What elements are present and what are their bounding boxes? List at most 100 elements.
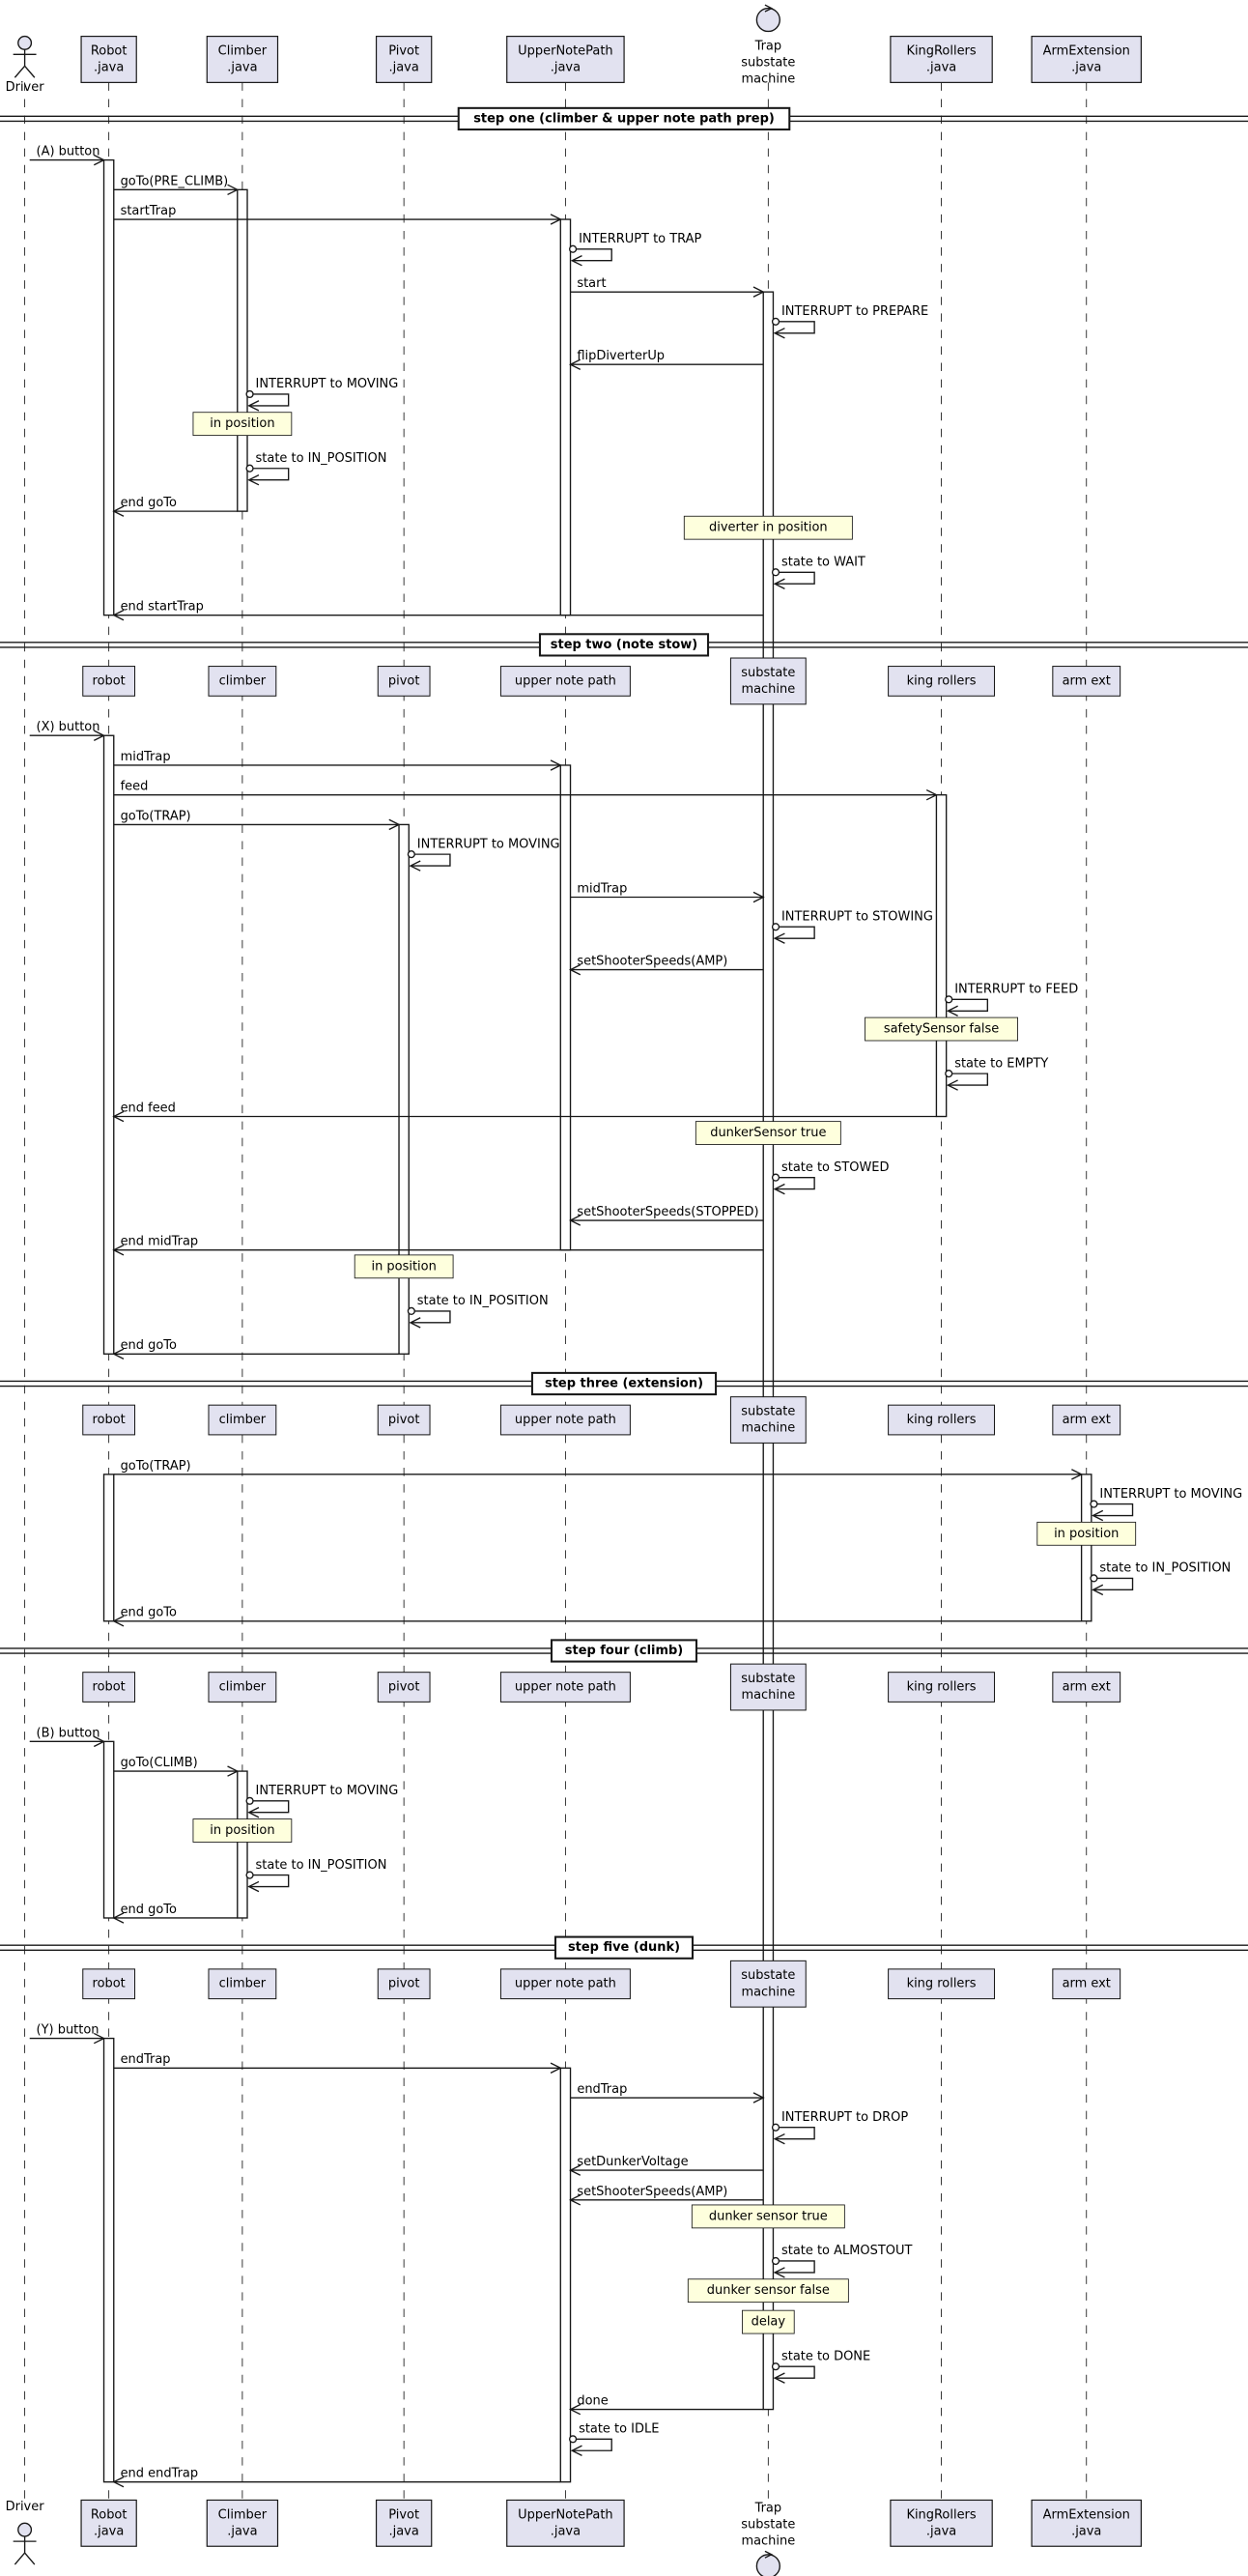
message-label: end feed — [121, 1101, 176, 1115]
message-label: (B) button — [37, 1726, 100, 1740]
arrow-head — [93, 1735, 106, 1748]
message-label: (X) button — [37, 720, 100, 734]
header-label: substate — [741, 1968, 795, 1983]
arrow-head — [247, 473, 260, 486]
self-arrow — [1092, 1577, 1134, 1591]
section-title: step four (climb) — [565, 1644, 683, 1658]
participant-label: .java — [94, 2524, 124, 2538]
participant-label: Driver — [6, 2500, 45, 2514]
arrow-head — [946, 1005, 958, 1016]
message-label: end goTo — [121, 1606, 177, 1620]
header-label: arm ext — [1063, 673, 1111, 688]
arrow-head — [925, 788, 938, 801]
self-arrow — [1092, 1503, 1134, 1517]
arrow-head — [569, 2403, 581, 2416]
header-label: substate — [741, 666, 795, 680]
header-box — [888, 1404, 996, 1436]
self-start — [245, 464, 254, 472]
arrow-head — [550, 214, 562, 225]
participant-box — [375, 2499, 433, 2547]
message-label: setShooterSpeeds(AMP) — [577, 2185, 727, 2199]
header-box — [729, 1663, 807, 1711]
divider-box — [553, 1935, 695, 1960]
self-start — [245, 1871, 254, 1879]
note-text: in position — [210, 1823, 274, 1838]
header-box — [1052, 1672, 1121, 1703]
arrow-head — [93, 154, 106, 166]
arrow-head — [247, 1880, 260, 1893]
message-label: endTrap — [121, 2052, 171, 2067]
self-start — [1090, 1500, 1098, 1508]
participant-label: KingRollers — [906, 43, 976, 58]
message-label: (A) button — [37, 145, 100, 159]
message-label: INTERRUPT to DROP — [781, 2110, 908, 2125]
participant-box — [506, 2499, 625, 2547]
header-label: arm ext — [1063, 1977, 1111, 1991]
note-box — [687, 2278, 849, 2304]
header-box — [82, 1404, 136, 1436]
activation-bar — [559, 218, 572, 616]
arrow-head — [247, 400, 260, 412]
message-label: end goTo — [121, 1903, 177, 1917]
arrow-head — [550, 759, 562, 771]
note-text: dunker sensor true — [709, 2209, 828, 2223]
arrow-head — [388, 818, 401, 831]
self-arrow — [572, 248, 612, 262]
arrow-head — [112, 1616, 125, 1627]
message-label: goTo(CLIMB) — [121, 1756, 198, 1770]
message-label: goTo(TRAP) — [121, 809, 191, 823]
message-label: start — [577, 276, 606, 291]
header-box — [82, 1672, 136, 1703]
header-label: robot — [93, 1680, 126, 1695]
note-box — [683, 515, 853, 540]
self-start — [407, 1306, 415, 1315]
message-label: feed — [121, 780, 149, 794]
arrow-head — [570, 254, 582, 267]
activation-bar — [398, 823, 410, 1355]
note-text: in position — [1054, 1527, 1119, 1541]
participant-box — [80, 35, 137, 83]
arrow-head — [569, 2164, 581, 2176]
actor-body — [13, 2536, 37, 2565]
note-box — [354, 1254, 454, 1279]
arrow-head — [227, 184, 240, 196]
note-box — [865, 1016, 1018, 1042]
message-label: state to STOWED — [781, 1160, 889, 1175]
header-box — [499, 666, 631, 697]
participant-label: machine — [741, 2534, 795, 2549]
message-label: state to WAIT — [781, 556, 865, 570]
header-label: machine — [741, 1985, 795, 1999]
self-arrow — [775, 2260, 815, 2274]
self-arrow — [775, 571, 815, 585]
arrow-head — [946, 1079, 958, 1091]
arrow-head — [112, 609, 125, 621]
control-icon — [755, 2554, 780, 2576]
message-label: state to IDLE — [579, 2422, 659, 2437]
self-arrow — [572, 2438, 612, 2451]
activation-bar — [237, 1770, 248, 1919]
header-box — [377, 1672, 431, 1703]
arrow-head — [773, 2372, 785, 2384]
message-label: end goTo — [121, 496, 177, 510]
participant-label: .java — [926, 2524, 956, 2538]
arrow-head — [112, 505, 125, 517]
participant-label: .java — [389, 61, 419, 75]
section-title: step five (dunk) — [568, 1940, 680, 1955]
arrow-head — [112, 1110, 125, 1123]
header-label: arm ext — [1063, 1413, 1111, 1427]
message-label: setDunkerVoltage — [577, 2155, 688, 2169]
self-arrow — [775, 321, 815, 334]
header-label: arm ext — [1063, 1680, 1111, 1695]
control-arrow — [764, 2550, 774, 2559]
self-start — [1090, 1574, 1098, 1583]
self-arrow — [248, 468, 290, 481]
activation-bar — [102, 1740, 115, 1919]
header-label: climber — [219, 1413, 267, 1427]
participant-label: substate — [741, 2518, 795, 2533]
note-box — [695, 1121, 841, 1145]
note-box — [192, 1818, 293, 1843]
note-text: dunkerSensor true — [710, 1126, 826, 1140]
note-text: in position — [210, 416, 274, 431]
activation-bar — [1080, 1474, 1092, 1622]
